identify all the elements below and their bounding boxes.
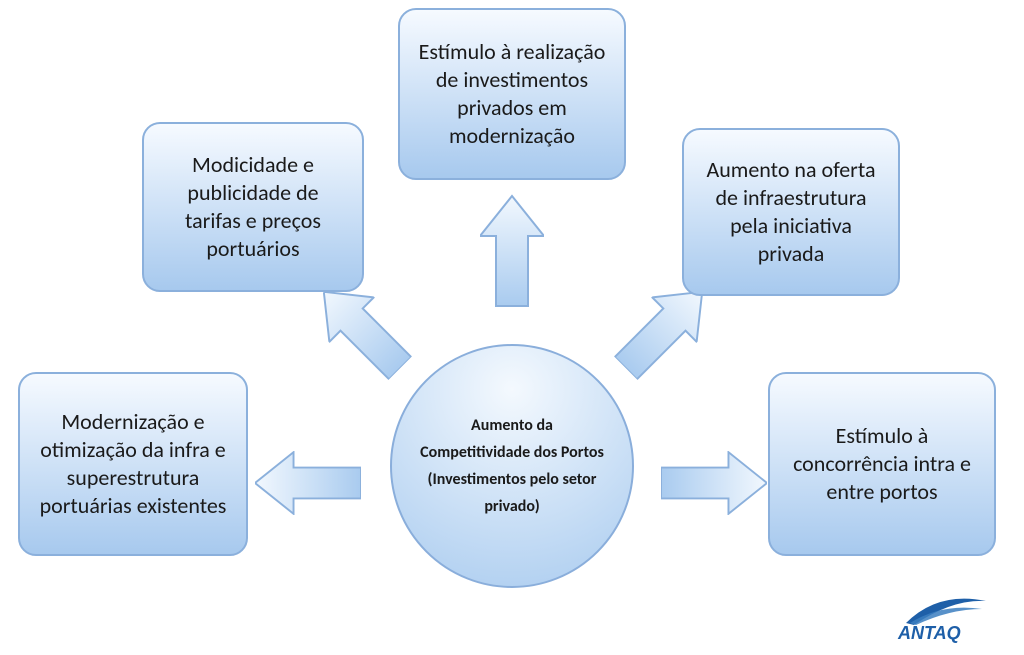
arrow-right <box>661 451 767 515</box>
antaq-logo: ANTAQ <box>886 589 1006 645</box>
node-top-right-label: Aumento na oferta de infraestrutura pela… <box>702 156 880 269</box>
center-circle: Aumento da Competitividade dos Portos (I… <box>390 344 634 588</box>
node-right: Estímulo à concorrência intra e entre po… <box>768 372 996 556</box>
arrow-top <box>480 192 544 310</box>
node-top: Estímulo à realização de investimentos p… <box>398 8 626 180</box>
node-left-label: Modernização e otimização da infra e sup… <box>38 408 228 521</box>
arrow-left <box>255 451 361 515</box>
logo-text: ANTAQ <box>897 623 961 643</box>
center-circle-label: Aumento da Competitividade dos Portos (I… <box>420 412 604 521</box>
node-top-left-label: Modicidade e publicidade de tarifas e pr… <box>162 151 344 264</box>
node-right-label: Estímulo à concorrência intra e entre po… <box>788 422 976 506</box>
node-top-left: Modicidade e publicidade de tarifas e pr… <box>142 122 364 292</box>
node-top-right: Aumento na oferta de infraestrutura pela… <box>682 128 900 296</box>
node-top-label: Estímulo à realização de investimentos p… <box>418 38 606 151</box>
node-left: Modernização e otimização da infra e sup… <box>18 372 248 556</box>
